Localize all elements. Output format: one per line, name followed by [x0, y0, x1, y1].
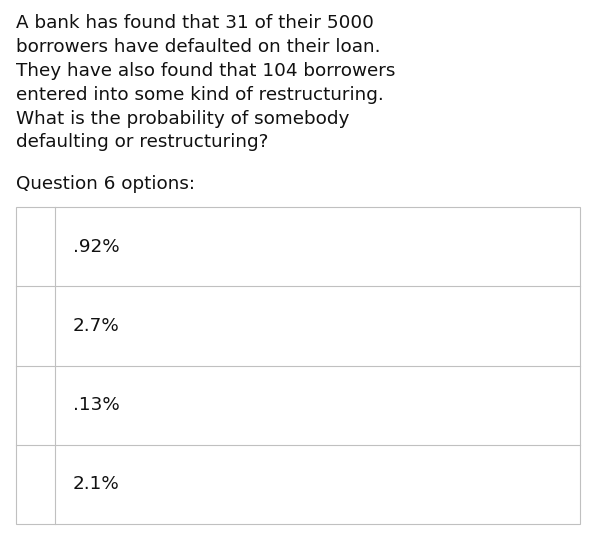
- Text: Question 6 options:: Question 6 options:: [16, 175, 195, 193]
- Text: A bank has found that 31 of their 5000
borrowers have defaulted on their loan.
T: A bank has found that 31 of their 5000 b…: [16, 14, 395, 151]
- Text: .13%: .13%: [73, 396, 120, 414]
- Text: .92%: .92%: [73, 237, 119, 256]
- Bar: [16, 207, 580, 524]
- Text: 2.1%: 2.1%: [73, 475, 120, 493]
- Text: 2.7%: 2.7%: [73, 317, 120, 335]
